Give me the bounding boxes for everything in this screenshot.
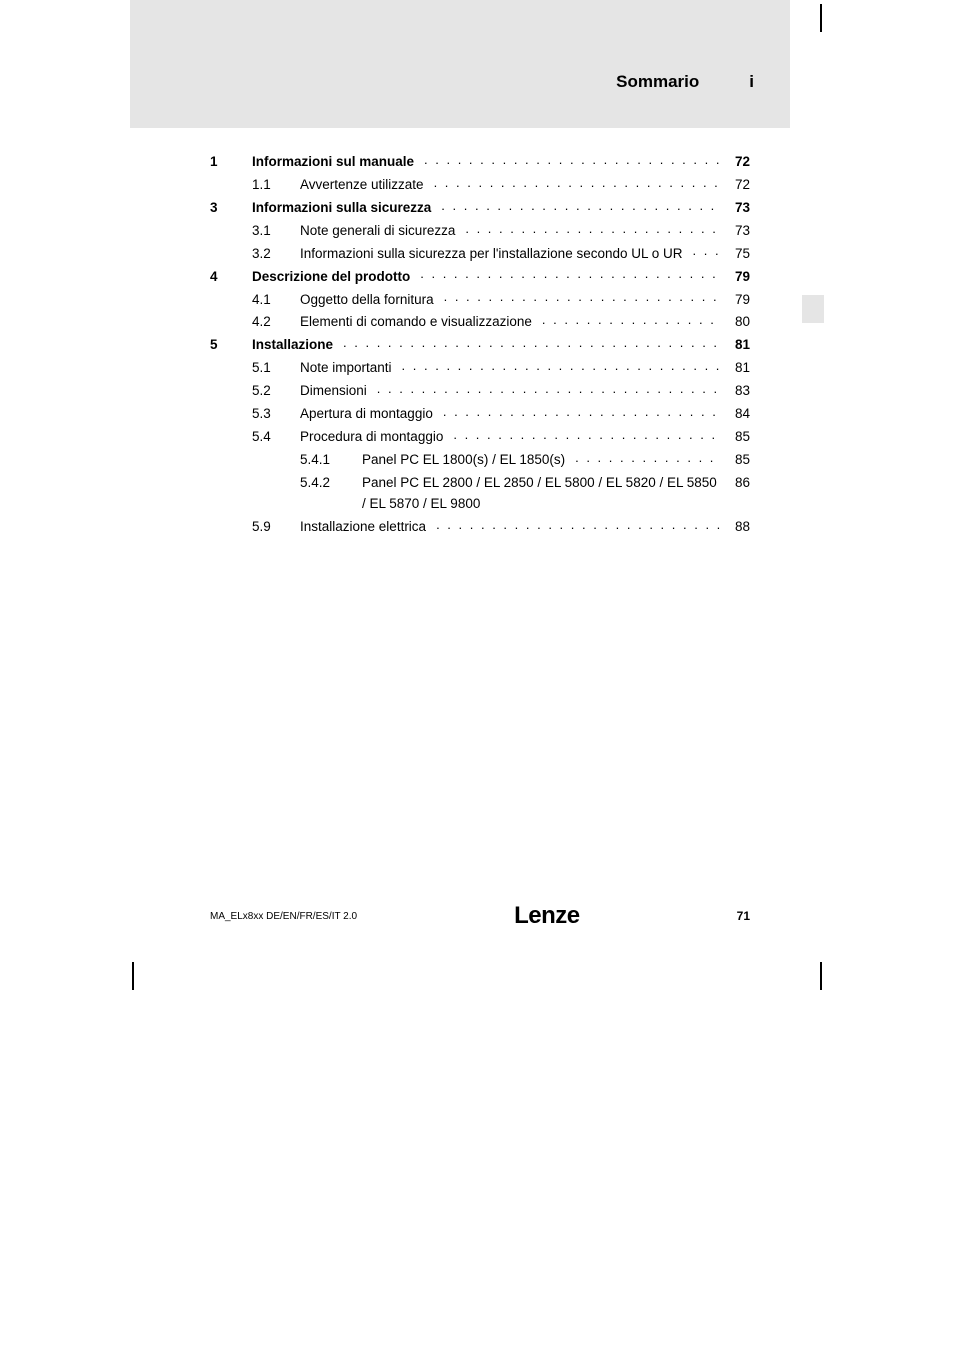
toc-leader: . . . . . . . . . . . . . . . . . . . . … [402,358,720,376]
toc-page-number: 80 [720,312,750,333]
toc-section-number: 3.1 [252,221,300,242]
toc-row: 3.1Note generali di sicurezza . . . . . .… [210,221,750,242]
toc-page-number: 73 [720,198,750,219]
toc-page-number: 85 [720,450,750,471]
toc-row: 5.1Note importanti . . . . . . . . . . . … [210,358,750,379]
toc-row: 5.4.2Panel PC EL 2800 / EL 2850 / EL 580… [210,473,750,515]
toc-row: 4Descrizione del prodotto . . . . . . . .… [210,267,750,288]
toc-row: 5.2Dimensioni . . . . . . . . . . . . . .… [210,381,750,402]
toc-title: Avvertenze utilizzate [300,177,430,192]
toc-title: Installazione [252,337,339,352]
toc-section-number: 5.3 [252,404,300,425]
toc-leader: . . . . . . . . . . . . . . . . . . . . … [542,312,720,330]
crop-mark [820,4,822,32]
toc-row: 3.2Informazioni sulla sicurezza per l'in… [210,244,750,265]
toc-leader: . . . . . . . . . . . . . . . . . . . . … [444,290,720,308]
toc-leader: . . . . . . . . . . . . . . . . . . . . … [453,427,720,445]
toc-title: Dimensioni [300,383,373,398]
toc-subsection-number: 5.4.2 [300,473,362,494]
toc-page-number: 79 [720,290,750,311]
toc-title: Apertura di montaggio [300,406,439,421]
toc-row: 5.4Procedura di montaggio . . . . . . . .… [210,427,750,448]
toc-page-number: 85 [720,427,750,448]
toc-row: 1.1Avvertenze utilizzate . . . . . . . . … [210,175,750,196]
toc-row: 1Informazioni sul manuale . . . . . . . .… [210,152,750,173]
toc-chapter-number: 4 [210,267,252,288]
toc-page-number: 72 [720,175,750,196]
side-tab [802,295,824,323]
toc-chapter-number: 1 [210,152,252,173]
toc-section-number: 1.1 [252,175,300,196]
toc-title: Descrizione del prodotto [252,269,416,284]
toc-row: 5.3Apertura di montaggio . . . . . . . . … [210,404,750,425]
toc-leader: . . . . . . . . . . . . . . . . . . . . … [377,381,720,399]
toc-leader: . . . . . . . . . . . . . . . . . . . . … [441,198,720,216]
toc-page-number: 75 [720,244,750,265]
toc-title: Elementi di comando e visualizzazione [300,314,538,329]
toc-row: 3Informazioni sulla sicurezza . . . . . .… [210,198,750,219]
toc-title: Procedura di montaggio [300,429,449,444]
header-label: i [749,72,754,92]
toc-section-number: 4.2 [252,312,300,333]
header-band [130,0,790,128]
toc-title: Oggetto della fornitura [300,292,440,307]
toc-row: 5Installazione . . . . . . . . . . . . . … [210,335,750,356]
toc-page-number: 79 [720,267,750,288]
toc-title: Panel PC EL 1800(s) / EL 1850(s) [362,452,571,467]
toc-section-number: 5.1 [252,358,300,379]
toc-section-number: 3.2 [252,244,300,265]
toc-page-number: 83 [720,381,750,402]
toc-section-number: 5.9 [252,517,300,538]
toc-leader: . . . . . . . . . . . . . . . . . . . . … [443,404,720,422]
toc-row: 4.2Elementi di comando e visualizzazione… [210,312,750,333]
toc-row: 4.1Oggetto della fornitura . . . . . . . … [210,290,750,311]
toc-page-number: 86 [720,473,750,494]
toc-page-number: 72 [720,152,750,173]
toc-row: 5.4.1Panel PC EL 1800(s) / EL 1850(s) . .… [210,450,750,471]
toc-section-number: 5.2 [252,381,300,402]
table-of-contents: 1Informazioni sul manuale . . . . . . . .… [210,152,750,540]
toc-subsection-number: 5.4.1 [300,450,362,471]
toc-leader: . . . . . . . . . . . . . . . . . . . . … [420,267,720,285]
toc-row: 5.9Installazione elettrica . . . . . . . … [210,517,750,538]
page-header: Sommario i [130,72,790,92]
toc-leader: . . . . . . . . . . . . . . . . . . . . … [434,175,720,193]
toc-title: Informazioni sulla sicurezza [252,200,437,215]
toc-title: Informazioni sul manuale [252,154,420,169]
toc-title: Panel PC EL 2800 / EL 2850 / EL 5800 / E… [362,475,717,511]
header-title: Sommario [616,72,699,92]
toc-leader: . . . . . . . . . . . . . . . . . . . . … [575,450,720,468]
crop-mark [820,962,822,990]
footer-doc-id: MA_ELx8xx DE/EN/FR/ES/IT 2.0 [210,911,357,922]
toc-leader: . . . . . . . . . . . . . . . . . . . . … [343,335,720,353]
toc-title: Installazione elettrica [300,519,432,534]
toc-leader: . . . . . . . . . . . . . . . . . . . . … [436,517,720,535]
footer-page-number: 71 [737,909,750,923]
toc-leader: . . . . . . . . . . . . . . . . . . . . … [424,152,720,170]
page-footer: MA_ELx8xx DE/EN/FR/ES/IT 2.0 Lenze 71 [210,902,750,930]
toc-title: Informazioni sulla sicurezza per l'insta… [300,246,689,261]
toc-leader: . . . . . . . . . . . . . . . . . . . . … [693,244,720,262]
toc-section-number: 5.4 [252,427,300,448]
toc-leader: . . . . . . . . . . . . . . . . . . . . … [465,221,720,239]
toc-page-number: 84 [720,404,750,425]
toc-section-number: 4.1 [252,290,300,311]
toc-title: Note importanti [300,360,398,375]
toc-chapter-number: 5 [210,335,252,356]
crop-mark [132,962,134,990]
footer-logo: Lenze [514,902,580,930]
toc-title: Note generali di sicurezza [300,223,461,238]
toc-page-number: 81 [720,335,750,356]
toc-page-number: 73 [720,221,750,242]
toc-page-number: 81 [720,358,750,379]
toc-page-number: 88 [720,517,750,538]
toc-chapter-number: 3 [210,198,252,219]
